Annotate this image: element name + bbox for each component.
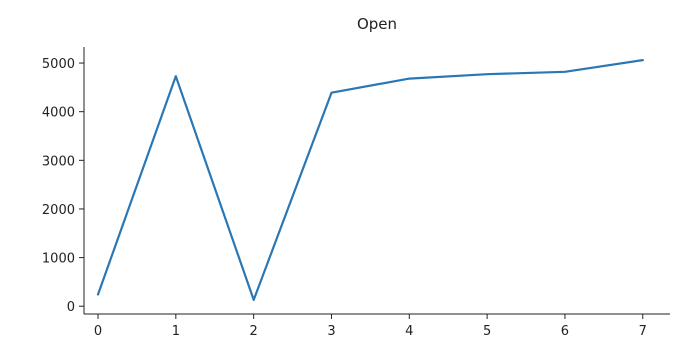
x-tick-label: 7: [639, 324, 647, 339]
y-tick-label: 4000: [42, 106, 75, 121]
x-tick-label: 6: [561, 324, 569, 339]
x-tick-label: 2: [250, 324, 258, 339]
y-tick-label: 2000: [42, 203, 75, 218]
x-tick-label: 1: [172, 324, 180, 339]
x-tick-label: 5: [483, 324, 491, 339]
x-tick-label: 3: [327, 324, 335, 339]
chart-title: Open: [357, 15, 397, 33]
y-tick-label: 3000: [42, 154, 75, 169]
y-axis-ticks: 0 1000 2000 3000 4000 5000: [42, 57, 84, 315]
series-group: [98, 60, 643, 300]
x-axis-ticks: 0 1 2 3 4 5 6 7: [94, 314, 647, 339]
series-line: [98, 60, 643, 300]
x-tick-label: 0: [94, 324, 102, 339]
y-tick-label: 0: [67, 300, 75, 315]
y-tick-label: 5000: [42, 57, 75, 72]
y-tick-label: 1000: [42, 252, 75, 267]
x-tick-label: 4: [405, 324, 413, 339]
